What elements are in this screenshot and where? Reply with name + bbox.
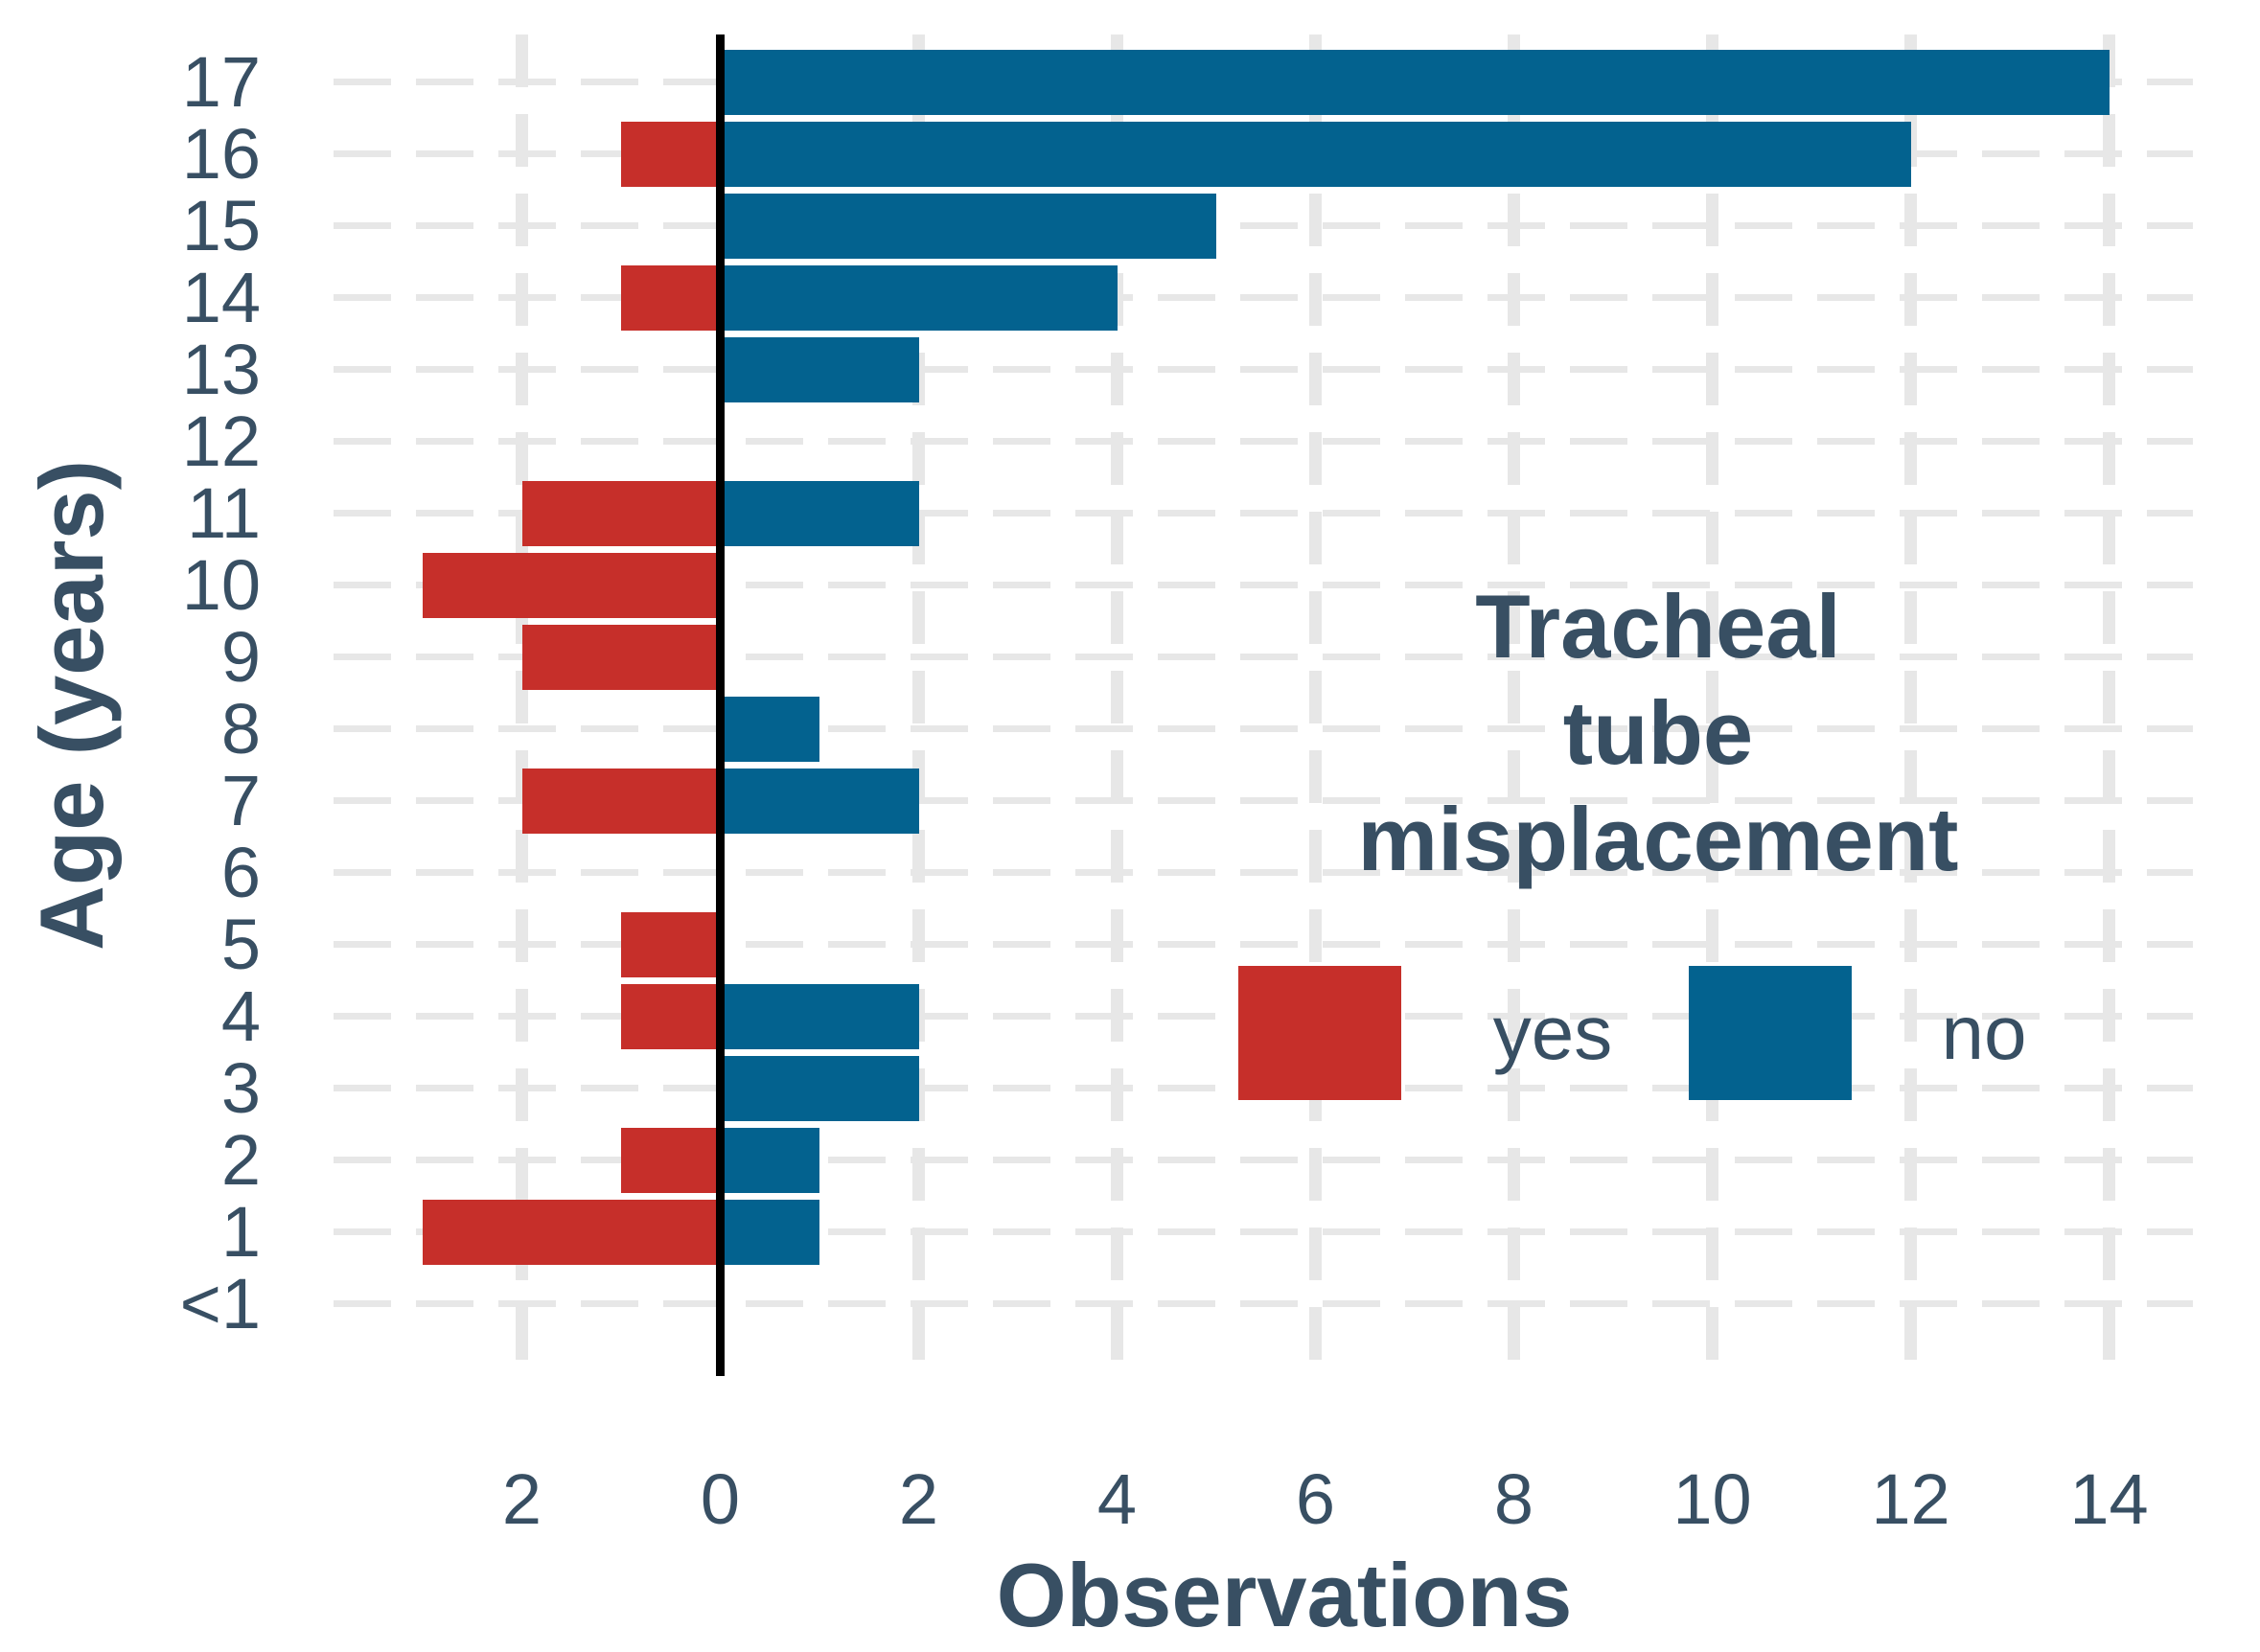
v-gridline <box>1904 34 1917 1376</box>
h-gridline <box>334 1228 2193 1235</box>
y-tick-label: 12 <box>181 401 261 481</box>
y-tick-label: 2 <box>220 1119 261 1200</box>
bar-no-age-1 <box>720 1199 819 1265</box>
h-gridline <box>334 654 2193 660</box>
bar-yes-age-16 <box>621 121 721 187</box>
x-tick-label: 0 <box>700 1459 741 1539</box>
x-tick-label: 4 <box>1096 1459 1138 1539</box>
y-tick-label: <1 <box>179 1263 261 1343</box>
h-gridline <box>334 1300 2193 1307</box>
bar-no-age-4 <box>720 983 919 1049</box>
h-gridline <box>334 1157 2193 1163</box>
y-tick-label: 13 <box>181 329 261 409</box>
y-tick-label: 14 <box>181 257 261 337</box>
y-tick-label: 9 <box>220 616 261 697</box>
v-gridline <box>1508 34 1520 1376</box>
bar-no-age-3 <box>720 1055 919 1121</box>
h-gridline <box>334 366 2193 373</box>
y-tick-label: 11 <box>187 472 261 553</box>
bar-yes-age-2 <box>621 1127 721 1193</box>
bar-no-age-16 <box>720 121 1911 187</box>
x-tick-label: 14 <box>2069 1459 2149 1539</box>
x-tick-label: 12 <box>1871 1459 1950 1539</box>
bar-yes-age-10 <box>423 552 721 618</box>
h-gridline <box>334 582 2193 588</box>
h-gridline <box>334 725 2193 732</box>
h-gridline <box>334 438 2193 445</box>
h-gridline <box>334 869 2193 876</box>
bar-no-age-13 <box>720 336 919 402</box>
bar-yes-age-1 <box>423 1199 721 1265</box>
h-gridline <box>334 294 2193 301</box>
y-tick-label: 6 <box>220 832 261 912</box>
h-gridline <box>334 797 2193 804</box>
x-axis-title: Observations <box>996 1545 1573 1645</box>
v-gridline <box>1706 34 1718 1376</box>
x-tick-label: 2 <box>501 1459 542 1539</box>
y-tick-label: 17 <box>181 41 261 122</box>
v-gridline <box>1309 34 1322 1376</box>
h-gridline <box>334 222 2193 229</box>
bar-no-age-17 <box>720 49 2110 115</box>
v-gridline <box>1111 34 1123 1376</box>
v-gridline <box>2103 34 2115 1376</box>
y-tick-label: 8 <box>220 688 261 769</box>
x-tick-label: 10 <box>1672 1459 1752 1539</box>
y-tick-label: 7 <box>220 760 261 840</box>
v-gridline <box>516 34 528 1376</box>
bar-yes-age-5 <box>621 911 721 977</box>
zero-axis-line <box>716 34 725 1376</box>
y-tick-label: 16 <box>181 113 261 194</box>
bar-no-age-11 <box>720 480 919 546</box>
y-tick-label: 5 <box>220 904 261 984</box>
bar-no-age-14 <box>720 264 1118 331</box>
x-tick-label: 2 <box>898 1459 939 1539</box>
x-tick-label: 8 <box>1493 1459 1534 1539</box>
y-axis-title: Age (years) <box>21 460 122 951</box>
y-tick-label: 1 <box>220 1191 261 1272</box>
bar-no-age-8 <box>720 696 819 762</box>
h-gridline <box>334 941 2193 948</box>
bar-yes-age-9 <box>521 624 721 690</box>
bar-no-age-7 <box>720 768 919 834</box>
h-gridline <box>334 510 2193 516</box>
bar-yes-age-7 <box>521 768 721 834</box>
x-tick-label: 6 <box>1295 1459 1336 1539</box>
bar-no-age-15 <box>720 193 1216 259</box>
bar-yes-age-14 <box>621 264 721 331</box>
y-tick-label: 4 <box>220 975 261 1056</box>
bar-no-age-2 <box>720 1127 819 1193</box>
bar-yes-age-4 <box>621 983 721 1049</box>
bar-yes-age-11 <box>521 480 721 546</box>
y-tick-label: 10 <box>181 544 261 625</box>
y-tick-label: 15 <box>181 185 261 265</box>
y-tick-label: 3 <box>220 1047 261 1128</box>
